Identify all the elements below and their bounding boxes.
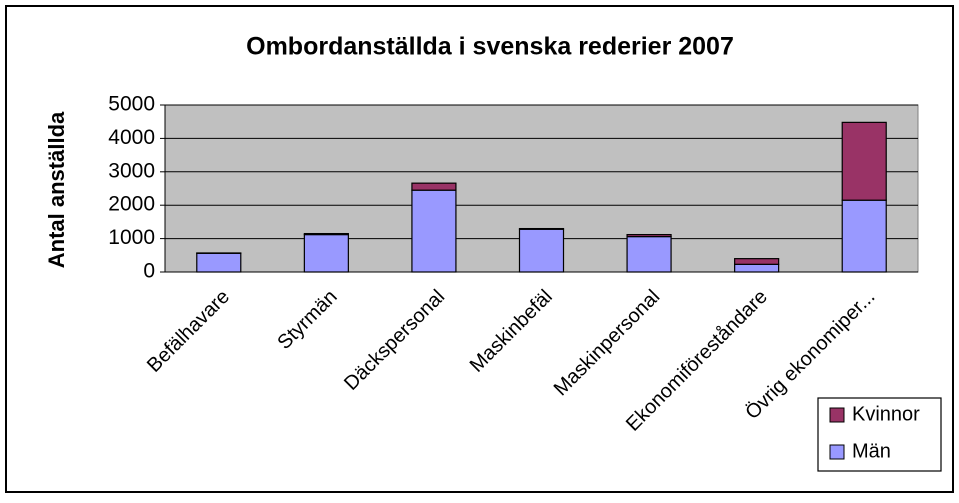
bar-segment: [520, 229, 564, 272]
bar-segment: [735, 264, 779, 272]
bar-segment: [842, 122, 886, 200]
legend-swatch: [830, 445, 844, 459]
bar-segment: [197, 253, 241, 272]
legend-label: Män: [852, 440, 891, 462]
legend-swatch: [830, 408, 844, 422]
bar-segment: [304, 235, 348, 272]
bar-segment: [627, 235, 671, 237]
chart-title: Ombordanställda i svenska rederier 2007: [246, 33, 734, 61]
bar-segment: [304, 234, 348, 235]
y-tick-label: 0: [143, 260, 155, 283]
y-tick-label: 3000: [108, 159, 155, 182]
y-tick-label: 2000: [108, 193, 155, 216]
y-tick-label: 4000: [108, 126, 155, 149]
y-axis-label: Antal anställda: [44, 111, 69, 268]
y-tick-label: 5000: [108, 93, 155, 116]
y-tick-label: 1000: [108, 226, 155, 249]
bar-segment: [520, 229, 564, 230]
bar-segment: [412, 183, 456, 190]
bar-segment: [842, 200, 886, 272]
bar-segment: [627, 237, 671, 272]
legend-label: Kvinnor: [852, 403, 920, 425]
bar-segment: [735, 259, 779, 265]
bar-segment: [412, 190, 456, 272]
